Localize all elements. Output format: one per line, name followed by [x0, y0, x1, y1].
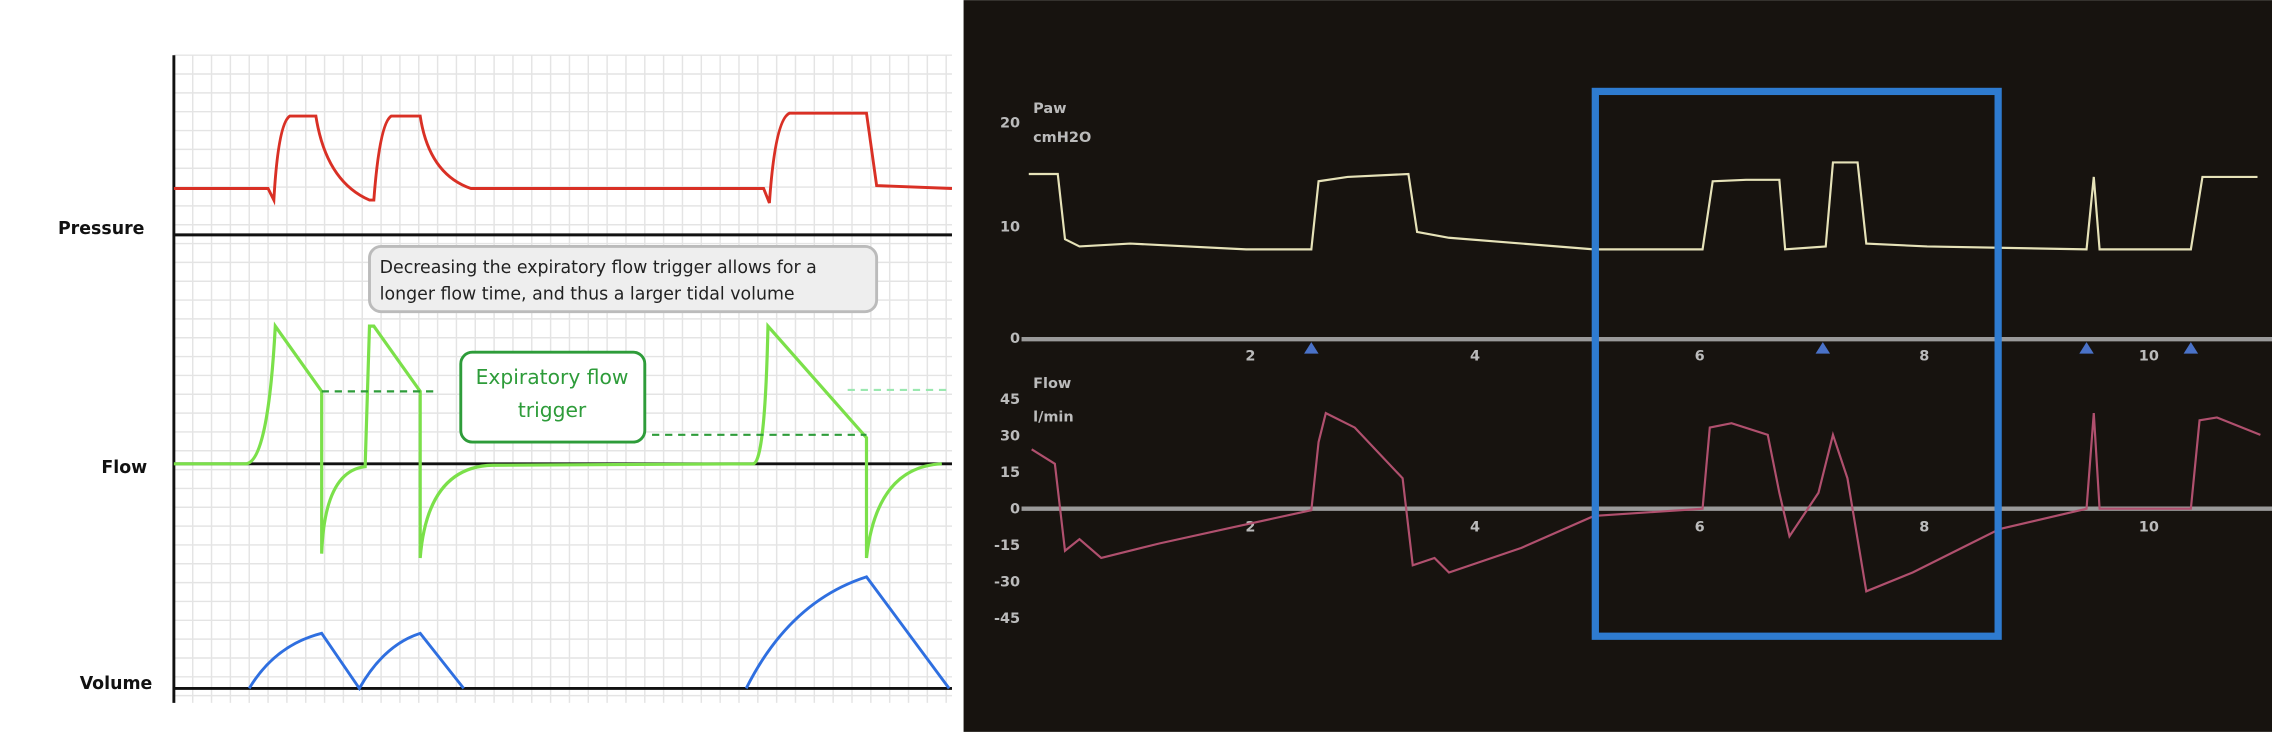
- trigger-box: [459, 350, 647, 444]
- trigger-text: trigger: [518, 398, 587, 422]
- annotation-box: [368, 245, 879, 314]
- trigger-line: [321, 390, 867, 436]
- time-tick-label: 8: [1919, 349, 1929, 365]
- volume-label: Volume: [80, 674, 153, 694]
- trigger-marker: [2079, 342, 2094, 354]
- pressure-wave: [173, 111, 953, 206]
- trigger-marker: [1304, 342, 1319, 354]
- flow-name: Flow: [1033, 376, 1071, 392]
- flow-tick-label: 30: [1000, 429, 1020, 445]
- flow-tick-label: -45: [994, 611, 1020, 627]
- trigger-text: Expiratory flow: [476, 365, 629, 389]
- flow-trace: [1031, 411, 2261, 593]
- time-tick-label: 4: [1470, 349, 1480, 365]
- paw-tick-label: 20: [1000, 115, 1020, 131]
- flow-tick-label: 45: [1000, 392, 1020, 408]
- flow-unit: l/min: [1033, 409, 1074, 425]
- annotation-text: Decreasing the expiratory flow trigger a…: [380, 258, 817, 278]
- time-tick-label: 2: [1245, 349, 1255, 365]
- paw-trace: [1028, 161, 2258, 251]
- volume-wave: [247, 575, 951, 692]
- trigger-marker: [2183, 342, 2199, 354]
- time-tick-label: 2: [1245, 520, 1255, 536]
- flow-label: Flow: [101, 458, 147, 478]
- time-tick-label: 10: [2139, 520, 2159, 536]
- trigger-markers: [1304, 342, 2199, 354]
- flow-tick-label: 0: [1010, 502, 1020, 518]
- monitor-background: [963, 0, 2272, 732]
- time-tick-label: 10: [2139, 349, 2159, 365]
- highlight-box: [1591, 87, 2002, 640]
- pressure-label: Pressure: [58, 219, 145, 239]
- tick-labels: 20 10 0 45 30 15 0 -15 -30 -45 2 2 4 4 6 6 8 8 10 10: [994, 115, 2159, 627]
- time-tick-label: 4: [1470, 520, 1480, 536]
- annotation-text: longer flow time, and thus a larger tida…: [380, 284, 795, 304]
- grid: [173, 54, 952, 703]
- time-tick-label: 8: [1919, 520, 1929, 536]
- flow-tick-label: -15: [994, 538, 1020, 554]
- paw-unit: cmH2O: [1033, 130, 1091, 146]
- trigger-marker: [1815, 342, 1831, 354]
- flow-tick-label: 15: [1000, 465, 1020, 481]
- time-tick-label: 6: [1695, 349, 1705, 365]
- paw-name: Paw: [1033, 101, 1066, 117]
- paw-tick-label: 10: [1000, 220, 1020, 236]
- flow-tick-label: -30: [994, 575, 1020, 591]
- flow-wave: [173, 321, 942, 559]
- time-tick-label: 6: [1695, 520, 1705, 536]
- paw-tick-label: 0: [1010, 331, 1020, 347]
